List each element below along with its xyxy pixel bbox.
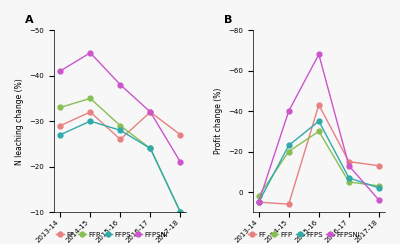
Text: B: B (224, 15, 232, 25)
Text: A: A (25, 15, 34, 25)
Y-axis label: Profit change (%): Profit change (%) (214, 88, 222, 154)
Legend: FF, FFP, FFPS, FFPSNI: FF, FFP, FFPS, FFPSNI (245, 229, 363, 241)
Legend: FF, FFP, FFPS, FFPSNI: FF, FFP, FFPS, FFPSNI (53, 229, 171, 241)
Y-axis label: N leaching change (%): N leaching change (%) (15, 78, 24, 164)
